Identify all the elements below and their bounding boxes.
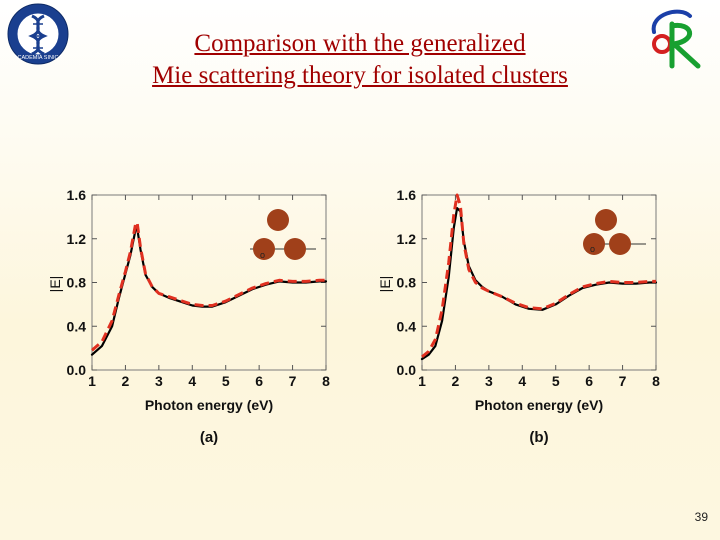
inset-sphere	[595, 209, 617, 231]
chart-panel-a: o 1 2 3 4 5 6 7 8 0.0 0.4 0.8 1.2 1.6 Photon energy …	[50, 187, 330, 446]
cluster-inset-a: o	[250, 209, 316, 260]
x-tick-label: 3	[485, 373, 493, 389]
y-tick-label: 0.0	[397, 362, 417, 378]
x-tick-label: 4	[518, 373, 526, 389]
panel-label-b: (b)	[529, 429, 548, 446]
series-line-a-red-dashed	[91, 220, 326, 352]
slide-title: Comparison with the generalized Mie scat…	[60, 28, 660, 92]
academia-sinica-logo: ACADEMIA SINICA	[7, 3, 69, 65]
series-line-b-black-solid	[420, 207, 658, 361]
x-axis-label-b: Photon energy (eV)	[475, 397, 603, 413]
inset-origin-label: o	[590, 244, 595, 254]
x-tick-label: 1	[88, 373, 96, 389]
x-tick-label: 6	[585, 373, 593, 389]
inset-sphere	[284, 238, 306, 260]
y-tick-label: 1.6	[397, 187, 417, 203]
y-tick-label: 1.2	[67, 231, 87, 247]
x-tick-label: 5	[222, 373, 230, 389]
y-tick-label: 0.8	[67, 275, 87, 291]
y-tick-label: 1.6	[67, 187, 87, 203]
y-tick-label: 1.2	[397, 231, 417, 247]
x-tick-label: 7	[289, 373, 297, 389]
cluster-inset-b: o	[583, 209, 646, 255]
inset-sphere	[267, 209, 289, 231]
panel-label-a: (a)	[200, 429, 218, 446]
page-number: 39	[694, 510, 708, 524]
series-line-b-red-dashed	[421, 193, 656, 359]
chart-panel-b: o 1 2 3 4 5 6 7 8 0.0 0.4 0.8 1.2 1.6 Photon energy …	[380, 187, 660, 446]
x-tick-label: 6	[255, 373, 263, 389]
x-tick-label: 8	[322, 373, 330, 389]
y-tick-label: 0.4	[397, 318, 417, 334]
logo-text: ACADEMIA SINICA	[14, 55, 63, 61]
x-tick-label: 2	[122, 373, 130, 389]
x-tick-label: 8	[652, 373, 660, 389]
title-line-2: Mie scattering theory for isolated clust…	[152, 62, 568, 89]
inset-sphere	[253, 238, 275, 260]
x-tick-label: 2	[452, 373, 460, 389]
x-tick-label: 7	[619, 373, 627, 389]
x-tick-label: 5	[552, 373, 560, 389]
x-tick-label: 3	[155, 373, 163, 389]
y-tick-label: 0.8	[397, 275, 417, 291]
y-axis-label-b: |E|	[380, 276, 393, 293]
x-axis-label-a: Photon energy (eV)	[145, 397, 273, 413]
title-line-1: Comparison with the generalized	[194, 30, 526, 57]
research-center-logo	[651, 9, 701, 69]
x-tick-label: 4	[188, 373, 196, 389]
y-tick-label: 0.0	[67, 362, 87, 378]
x-tick-label: 1	[418, 373, 426, 389]
y-axis-label-a: |E|	[50, 276, 63, 293]
inset-sphere	[609, 233, 631, 255]
y-tick-label: 0.4	[67, 318, 87, 334]
inset-origin-label: o	[260, 250, 265, 260]
inset-sphere	[583, 233, 605, 255]
